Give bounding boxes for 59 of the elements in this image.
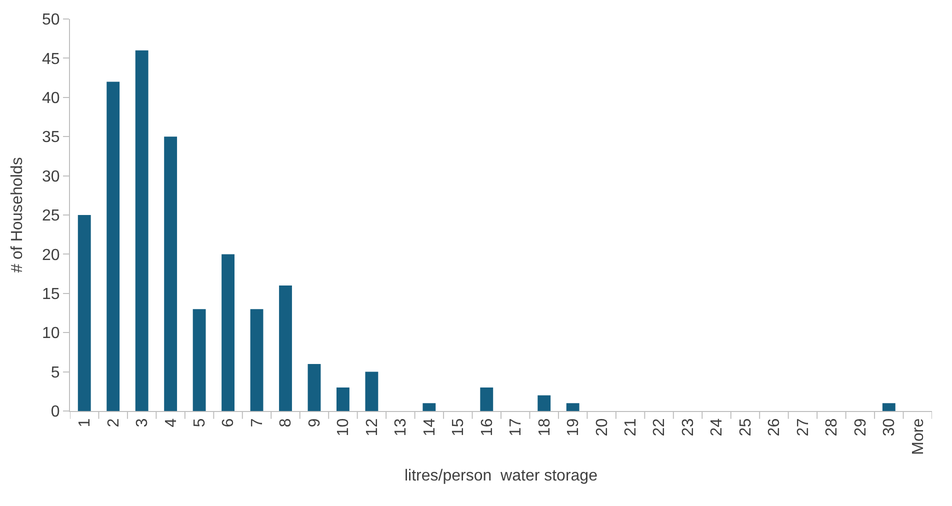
y-tick-label: 10 [42, 325, 60, 342]
x-tick-label: 24 [708, 418, 726, 436]
x-tick-label: 2 [105, 418, 122, 428]
bar [308, 364, 321, 411]
x-tick-label: 14 [421, 418, 438, 436]
bar [78, 215, 91, 411]
x-tick-label: 23 [680, 418, 697, 436]
x-tick-label: 12 [364, 418, 381, 436]
bar [222, 254, 234, 411]
bar [279, 286, 292, 411]
bar [164, 136, 178, 411]
y-axis-title: # of Households [8, 157, 26, 273]
bar [135, 50, 148, 411]
y-tick-label: 5 [50, 364, 60, 382]
bar [336, 387, 350, 411]
y-tick-label: 35 [42, 129, 60, 146]
x-tick-label: 13 [392, 418, 410, 436]
x-tick-label: 6 [220, 418, 238, 428]
y-tick-label: 20 [42, 246, 60, 264]
x-tick-label: 19 [565, 418, 582, 436]
y-tick-label: 30 [42, 168, 60, 186]
x-tick-label: 17 [508, 418, 525, 436]
bar [250, 309, 264, 411]
x-tick-label: 8 [278, 418, 295, 428]
x-axis-title: litres/person water storage [404, 468, 598, 485]
x-tick-label: 16 [478, 418, 496, 436]
bar [538, 395, 551, 411]
x-tick-label: More [910, 418, 927, 455]
x-tick-label: 27 [794, 418, 812, 436]
x-tick-label: 15 [450, 418, 468, 436]
x-tick-label: 3 [134, 418, 152, 428]
bar [106, 82, 120, 411]
x-tick-label: 29 [852, 418, 870, 436]
bar [480, 387, 494, 411]
bar [882, 403, 896, 411]
x-tick-label: 5 [192, 418, 208, 428]
y-tick-label: 25 [42, 208, 60, 225]
y-tick-label: 45 [42, 50, 60, 68]
bar [192, 309, 206, 411]
x-tick-label: 25 [737, 418, 754, 436]
bar [422, 403, 436, 411]
bar [365, 372, 378, 411]
x-tick-label: 30 [881, 418, 898, 436]
x-tick-label: 1 [76, 418, 94, 428]
bar [566, 403, 580, 411]
x-tick-label: 9 [306, 418, 324, 428]
x-tick-label: 28 [824, 418, 841, 436]
y-tick-label: 0 [50, 404, 60, 421]
x-tick-label: 22 [651, 418, 668, 436]
x-tick-label: 21 [622, 418, 640, 436]
x-tick-label: 10 [335, 418, 352, 436]
y-tick-label: 40 [42, 90, 60, 107]
x-tick-label: 18 [536, 418, 554, 436]
y-tick-label: 15 [42, 286, 60, 303]
x-tick-label: 7 [248, 418, 266, 428]
x-tick-label: 20 [594, 418, 611, 436]
x-tick-label: 4 [162, 418, 180, 428]
x-tick-label: 26 [766, 418, 784, 436]
y-tick-label: 50 [42, 12, 60, 29]
